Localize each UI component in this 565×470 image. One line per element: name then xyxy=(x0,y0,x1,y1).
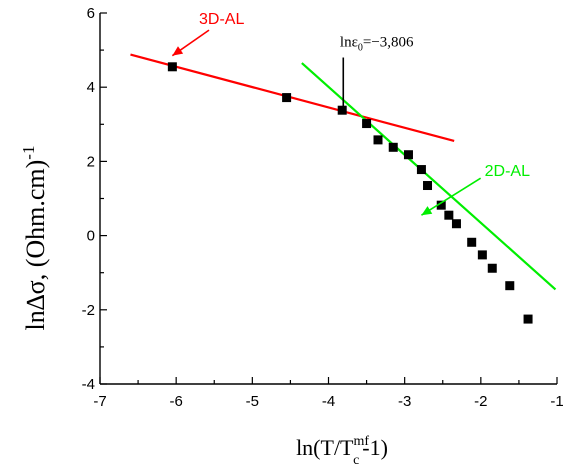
fit-lines xyxy=(130,53,557,291)
data-point xyxy=(416,165,426,175)
lneps0-subscript: 0 xyxy=(358,42,363,53)
x-tick-label: -2 xyxy=(474,393,487,410)
tick-marks xyxy=(99,12,558,385)
annotation-label-2d: 2D-AL xyxy=(485,163,530,180)
y-tick-label: -4 xyxy=(82,376,95,393)
x-tick-label: -6 xyxy=(169,393,182,410)
data-point xyxy=(167,62,177,72)
lneps0-annotation: lnε0=−3,806 xyxy=(340,34,414,53)
x-axis-label-sup: mf xyxy=(354,434,370,449)
lneps0-value: =−3,806 xyxy=(363,34,414,50)
y-axis-label: ln∆σ, (Ohm.cm)-1 xyxy=(19,146,50,331)
y-tick-label: 6 xyxy=(87,5,95,22)
x-tick-label: -7 xyxy=(93,393,106,410)
data-point xyxy=(282,93,292,103)
annotation-label-3d: 3D-AL xyxy=(199,11,244,28)
x-axis-label: ln(T/Tmf c-1) xyxy=(296,434,388,468)
data-point xyxy=(362,119,372,129)
y-tick-label: 0 xyxy=(87,228,95,245)
fit-line-2d-al xyxy=(301,62,557,291)
annotation-arrowhead-2d xyxy=(421,206,433,216)
annotations: 3D-AL 2D-AL lnε0=−3,806 xyxy=(171,11,530,216)
data-point xyxy=(423,181,433,191)
data-point xyxy=(451,219,461,229)
data-point xyxy=(373,135,383,145)
y-tick-label: 4 xyxy=(87,79,95,96)
data-point xyxy=(403,150,413,160)
y-tick-label: 2 xyxy=(87,153,95,170)
x-tick-label: -3 xyxy=(398,393,411,410)
data-point xyxy=(505,281,515,291)
data-point xyxy=(436,200,446,210)
data-point xyxy=(477,250,487,260)
tick-labels: -7 -6 -5 -4 -3 -2 -1 -4 -2 0 2 4 6 xyxy=(82,5,564,410)
annotation-arrow-2d xyxy=(420,177,482,216)
data-point xyxy=(388,142,398,152)
data-point xyxy=(467,237,477,247)
x-tick-label: -1 xyxy=(550,393,563,410)
lneps0-prefix: lnε xyxy=(340,34,358,50)
y-tick-label: -2 xyxy=(82,302,95,319)
data-point xyxy=(337,105,347,115)
data-points xyxy=(167,62,533,324)
x-axis-label-prefix: ln(T/T xyxy=(296,435,354,460)
x-axis-label-sub: c xyxy=(353,453,359,468)
y-axis-label-main: ln∆σ, (Ohm.cm) xyxy=(21,160,50,331)
x-tick-label: -4 xyxy=(322,393,335,410)
data-point xyxy=(487,263,497,273)
data-point xyxy=(523,314,533,324)
annotation-arrowhead-3d xyxy=(172,46,184,56)
x-axis-label-suffix: -1) xyxy=(362,435,388,460)
data-point xyxy=(444,210,454,220)
fit-line-3d-al xyxy=(130,53,455,143)
y-axis-label-exponent: -1 xyxy=(19,146,38,160)
x-tick-label: -5 xyxy=(246,393,259,410)
